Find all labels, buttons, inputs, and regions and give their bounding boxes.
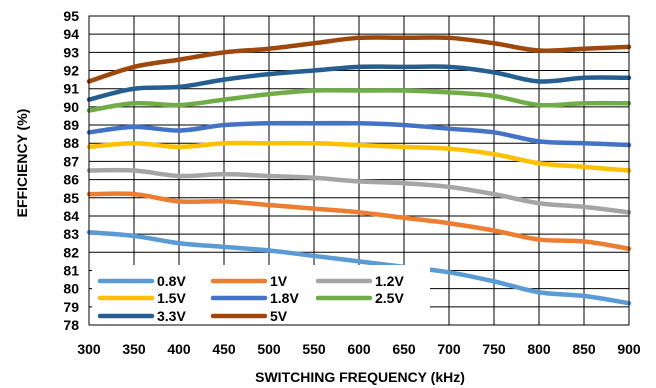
x-tick-label: 550	[302, 341, 326, 357]
series-line-3p3v	[86, 64, 632, 102]
x-axis-ticks: 300 350 400 450 500 550 600 650 700 750 800 850 900	[77, 341, 641, 357]
y-tick-label: 83	[63, 226, 79, 242]
y-tick-label: 91	[63, 81, 79, 97]
series-line-0p8v	[86, 230, 632, 306]
x-tick-label: 850	[572, 341, 596, 357]
x-tick-label: 400	[167, 341, 191, 357]
series-line-1v	[86, 191, 632, 251]
x-tick-label: 450	[212, 341, 236, 357]
y-tick-label: 86	[63, 172, 79, 188]
y-tick-label: 89	[63, 117, 79, 133]
series-line-2p5v	[86, 88, 632, 113]
x-tick-label: 500	[257, 341, 281, 357]
legend-label: 1.5V	[157, 290, 186, 306]
y-tick-label: 84	[63, 208, 79, 224]
legend: 0.8V 1V 1.2V 1.5V 1.8V 2.5V 3.3V 5V	[92, 265, 430, 326]
y-tick-label: 79	[63, 299, 79, 315]
x-tick-label: 600	[347, 341, 371, 357]
y-tick-label: 93	[63, 44, 79, 60]
series-lines	[86, 35, 632, 306]
series-line-1p2v	[86, 167, 632, 215]
y-tick-label: 94	[63, 26, 79, 42]
x-tick-label: 300	[77, 341, 101, 357]
y-tick-label: 87	[63, 153, 79, 169]
series-line-1p8v	[86, 120, 632, 148]
x-tick-label: 350	[122, 341, 146, 357]
x-axis-label: SWITCHING FREQUENCY (kHz)	[255, 369, 465, 385]
legend-label: 1.8V	[270, 290, 299, 306]
y-tick-label: 90	[63, 99, 79, 115]
x-tick-label: 650	[392, 341, 416, 357]
plot-frame	[88, 15, 630, 326]
y-tick-label: 78	[63, 317, 79, 333]
legend-label: 2.5V	[375, 290, 404, 306]
legend-label: 3.3V	[157, 308, 186, 324]
x-tick-label: 750	[482, 341, 506, 357]
legend-label: 0.8V	[157, 273, 186, 289]
series-line-1p5v	[86, 140, 632, 173]
legend-label: 5V	[270, 308, 288, 324]
y-tick-label: 81	[63, 262, 79, 278]
y-tick-label: 85	[63, 190, 79, 206]
y-tick-label: 95	[63, 8, 79, 24]
x-tick-label: 900	[617, 341, 641, 357]
y-tick-label: 80	[63, 281, 79, 297]
y-axis-label: EFFICIENCY (%)	[14, 109, 30, 218]
y-tick-label: 92	[63, 63, 79, 79]
legend-label: 1V	[270, 273, 288, 289]
x-tick-label: 800	[527, 341, 551, 357]
legend-label: 1.2V	[375, 273, 404, 289]
y-axis-ticks: 78 79 80 81 82 83 84 85 86 87 88 89 90 91 92 93 94 95	[63, 8, 79, 333]
x-tick-label: 700	[437, 341, 461, 357]
y-tick-label: 88	[63, 135, 79, 151]
series-line-5v	[86, 35, 632, 84]
y-tick-label: 82	[63, 244, 79, 260]
